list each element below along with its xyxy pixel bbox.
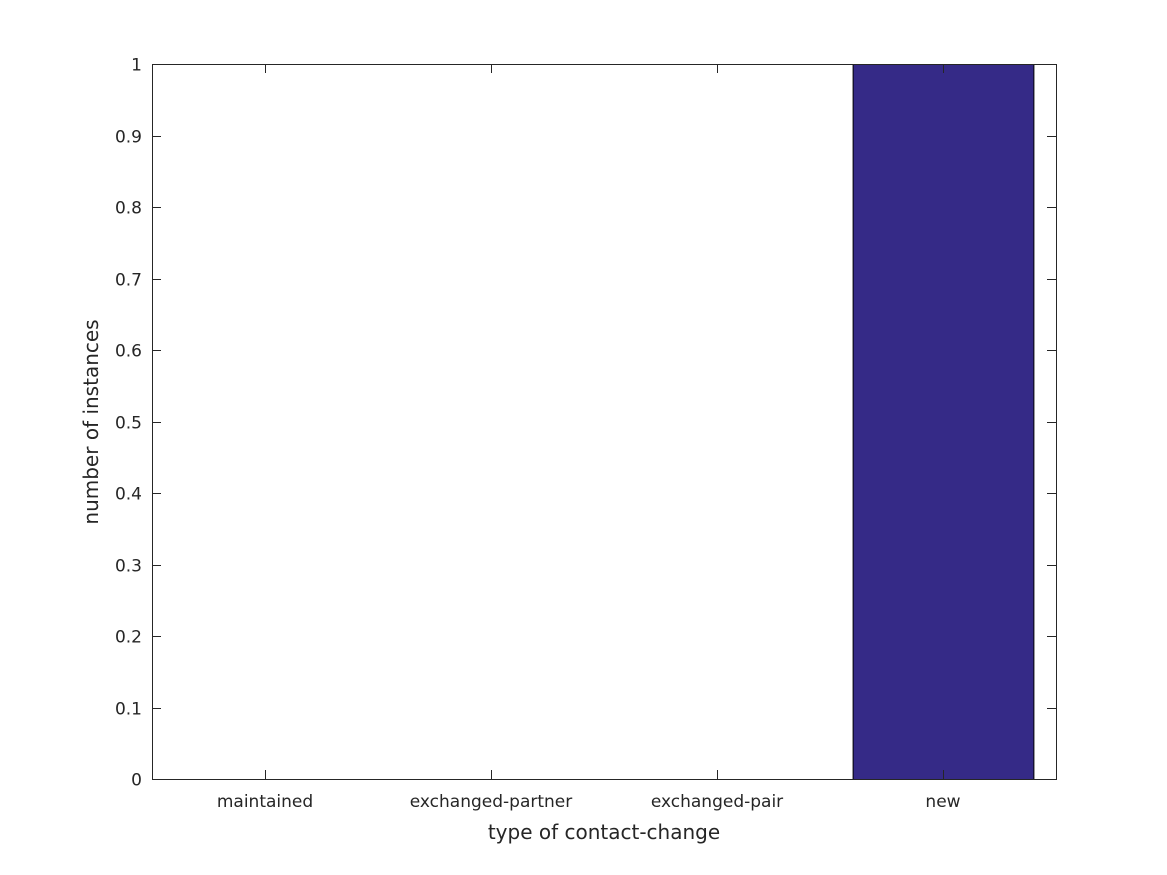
y-axis-label: number of instances <box>79 319 103 524</box>
y-tick-label: 0.1 <box>115 700 142 720</box>
x-tick-label: maintained <box>217 792 313 812</box>
x-axis-label: type of contact-change <box>488 820 720 844</box>
y-tick-label: 0.4 <box>115 485 142 505</box>
y-tick-label: 0.8 <box>115 199 142 219</box>
x-tick-label: new <box>925 792 960 812</box>
x-tick-label: exchanged-pair <box>651 792 783 812</box>
y-tick-label: 0.3 <box>115 557 142 577</box>
y-tick-label: 0 <box>131 771 142 791</box>
y-tick-label: 0.6 <box>115 342 142 362</box>
axes-box <box>152 64 1057 780</box>
y-tick-label: 0.9 <box>115 128 142 148</box>
y-tick-label: 0.5 <box>115 414 142 434</box>
y-tick-label: 1 <box>131 56 142 76</box>
x-tick-label: exchanged-partner <box>410 792 573 812</box>
y-tick-label: 0.7 <box>115 271 142 291</box>
bar-new <box>852 64 1035 780</box>
y-tick-label: 0.2 <box>115 628 142 648</box>
